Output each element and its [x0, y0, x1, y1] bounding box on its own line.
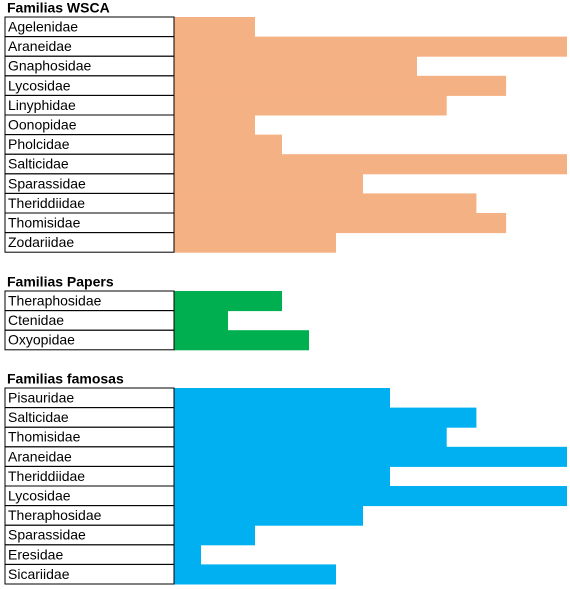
category-label: Zodariidae: [8, 234, 74, 250]
bar: [174, 486, 567, 507]
category-label: Araneidae: [8, 38, 72, 54]
bar: [174, 213, 507, 234]
bar: [174, 115, 255, 136]
category-label: Eresidae: [8, 546, 63, 562]
label-cell: [4, 232, 175, 253]
bar: [174, 544, 201, 565]
category-label: Thomisidae: [8, 215, 81, 231]
category-label: Pholcidae: [8, 136, 70, 152]
category-label: Sparassidae: [8, 175, 86, 191]
bar: [174, 427, 447, 448]
category-label: Linyphidae: [8, 97, 76, 113]
category-label: Theraphosidae: [8, 293, 102, 309]
bar: [174, 330, 309, 351]
bar: [174, 291, 282, 312]
bar: [174, 564, 336, 585]
bar: [174, 75, 507, 96]
category-label: Sparassidae: [8, 527, 86, 543]
category-label: Salticidae: [8, 156, 69, 172]
bars: [174, 291, 309, 351]
bar: [174, 95, 447, 116]
bar: [174, 407, 477, 428]
bar: [174, 505, 363, 526]
bar: [174, 36, 567, 57]
bar: [174, 173, 363, 194]
category-label: Theraphosidae: [8, 507, 102, 523]
bar: [174, 56, 417, 77]
category-label: Lycosidae: [8, 488, 71, 504]
bar: [174, 466, 390, 487]
category-label: Salticidae: [8, 409, 69, 425]
label-cell: [4, 563, 175, 585]
category-label: Lycosidae: [8, 77, 71, 93]
bars: [174, 17, 567, 253]
category-label: Oxyopidae: [8, 332, 75, 348]
category-label: Oonopidae: [8, 117, 77, 133]
category-label: Ctenidae: [8, 312, 64, 328]
category-label: Theriddiidae: [8, 468, 85, 484]
bar: [174, 193, 477, 214]
bar: [174, 525, 255, 546]
category-label: Sicariidae: [8, 566, 70, 582]
bar: [174, 446, 567, 467]
bar: [174, 17, 255, 38]
bars: [174, 388, 567, 585]
category-label: Thomisidae: [8, 429, 81, 445]
label-cell: [4, 329, 175, 351]
bar: [174, 232, 336, 253]
category-label: Araneidae: [8, 448, 72, 464]
group-title: Familias WSCA: [7, 0, 110, 16]
bar: [174, 310, 228, 331]
category-label: Pisauridae: [8, 390, 74, 406]
category-label: Gnaphosidae: [8, 58, 92, 74]
bar: [174, 388, 390, 409]
group-title: Familias Papers: [7, 274, 114, 290]
category-label: Theriddiidae: [8, 195, 85, 211]
bar: [174, 134, 282, 155]
category-label: Agelenidae: [8, 19, 78, 35]
bar: [174, 154, 567, 175]
group-title: Familias famosas: [7, 371, 124, 387]
